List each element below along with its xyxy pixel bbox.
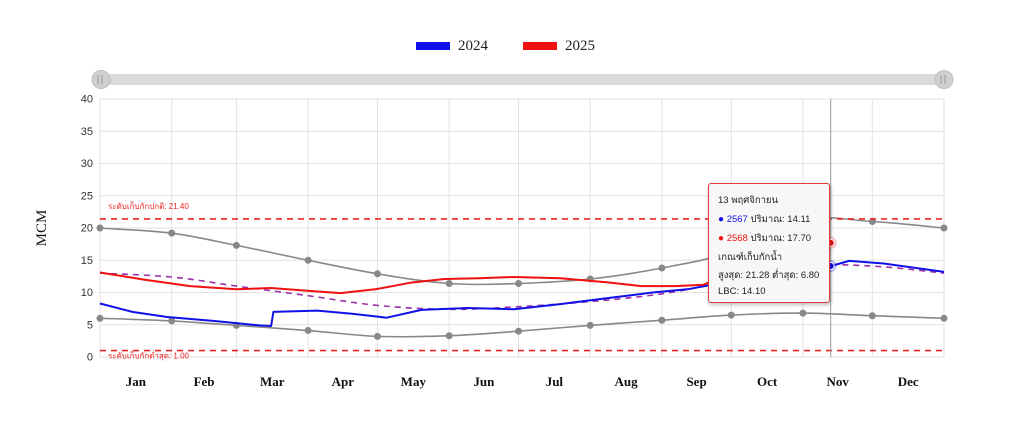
upper-rule-point [445, 279, 453, 287]
lower-rule-point [658, 316, 666, 324]
upper-rule-point [168, 229, 176, 237]
x-tick-label-jan: Jan [126, 374, 147, 389]
lower-rule-point [799, 309, 807, 317]
lower-rule-point [515, 327, 523, 335]
legend-label-2025: 2025 [565, 37, 595, 54]
y-tick-label: 30 [81, 158, 93, 170]
hover-tooltip: 13 พฤศจิกายน ● 2567 ปริมาณ: 14.11 ● 2568… [708, 183, 830, 303]
x-tick-label-oct: Oct [757, 374, 778, 389]
x-tick-label-apr: Apr [332, 374, 355, 389]
upper-rule-point [232, 241, 240, 249]
upper-rule-point [940, 224, 948, 232]
legend-item-2024[interactable]: 2024 [416, 36, 488, 56]
tooltip-2024-value: ปริมาณ: 14.11 [747, 214, 811, 225]
range-slider-right-handle[interactable] [934, 70, 954, 89]
y-tick-label: 25 [81, 190, 93, 202]
lower-rule-point [168, 317, 176, 325]
lower-rule-point [304, 327, 312, 335]
tooltip-2024-year: 2567 [726, 214, 748, 225]
upper-rule-point [515, 279, 523, 287]
legend-label-2024: 2024 [458, 37, 488, 54]
y-tick-label: 15 [81, 255, 93, 267]
upper-rule-point [304, 256, 312, 264]
lower-rule-point [586, 321, 594, 329]
x-tick-label-may: May [401, 374, 427, 389]
legend-swatch-2024 [416, 42, 450, 50]
upper-rule-point [658, 264, 666, 272]
legend-item-2025[interactable]: 2025 [523, 36, 595, 56]
x-tick-label-feb: Feb [194, 374, 215, 389]
lower-rule-point [373, 332, 381, 340]
lower-rule-point [868, 312, 876, 320]
y-tick-label: 35 [81, 126, 93, 138]
tooltip-criteria-title: เกณฑ์เก็บกักน้ำ [718, 252, 783, 263]
lower-rule-point [445, 332, 453, 340]
y-axis-title: MCM [34, 210, 50, 247]
threshold-lines: ระดับเก็บกักปกติ: 21.40 ระดับเก็บกักต่ำสุ… [100, 201, 944, 361]
legend-swatch-2025 [523, 42, 557, 50]
tooltip-row-2024: ● 2567 ปริมาณ: 14.11 [718, 212, 810, 227]
tooltip-criteria-values: สูงสุด: 21.28 ต่ำสุด: 6.80 [718, 270, 820, 281]
range-slider[interactable] [91, 70, 954, 89]
y-tick-label: 20 [81, 223, 93, 235]
threshold-label: ระดับเก็บกักต่ำสุด: 1.00 [108, 350, 190, 361]
y-tick-label: 10 [81, 287, 93, 299]
range-slider-left-handle[interactable] [91, 70, 111, 89]
x-tick-label-nov: Nov [826, 374, 849, 389]
lower-rule-point [940, 314, 948, 322]
series-dot-icon: ● [718, 233, 725, 244]
tooltip-2025-value: ปริมาณ: 17.70 [747, 233, 812, 244]
upper-rule-point [373, 270, 381, 278]
x-tick-label-dec: Dec [898, 374, 919, 389]
y-tick-label: 5 [87, 319, 93, 331]
tooltip-date: 13 พฤศจิกายน [718, 195, 778, 206]
y-tick-label: 40 [81, 94, 93, 106]
threshold-label: ระดับเก็บกักปกติ: 21.40 [108, 201, 189, 211]
lower-rule-point [727, 311, 735, 319]
y-tick-label: 0 [87, 352, 93, 364]
tooltip-2025-year: 2568 [726, 233, 748, 244]
tooltip-row-2025: ● 2568 ปริมาณ: 17.70 [718, 231, 811, 246]
upper-rule-point [96, 224, 104, 232]
tooltip-lbc: LBC: 14.10 [718, 286, 766, 297]
x-tick-label-sep: Sep [686, 374, 706, 389]
axes: 0 5 10 15 20 25 30 35 40 Jan Feb Mar Apr May Jun Jul Aug… [34, 94, 919, 390]
x-tick-label-jun: Jun [473, 374, 495, 389]
series-dot-icon: ● [718, 214, 725, 225]
x-tick-label-aug: Aug [614, 374, 638, 389]
x-tick-label-jul: Jul [546, 374, 564, 389]
upper-rule-point [868, 218, 876, 226]
range-slider-track[interactable] [100, 74, 945, 85]
lower-rule-point [96, 314, 104, 322]
x-tick-label-mar: Mar [260, 374, 285, 389]
legend: 2024 2025 [0, 36, 1024, 56]
